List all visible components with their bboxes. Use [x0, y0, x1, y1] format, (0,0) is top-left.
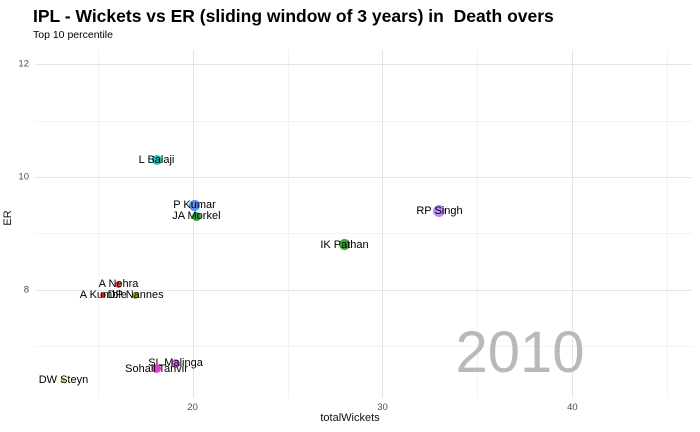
chart-title: IPL - Wickets vs ER (sliding window of 3… — [33, 6, 554, 26]
data-point-label: L Balaji — [138, 153, 175, 166]
data-point — [171, 358, 180, 368]
data-point-label: Sohail Tanvir — [125, 362, 188, 375]
y-axis-title: ER — [2, 210, 14, 226]
data-point — [132, 291, 140, 299]
chart-subtitle: Top 10 percentile — [33, 29, 113, 41]
data-point — [189, 199, 200, 211]
data-point — [100, 292, 107, 299]
data-point — [152, 364, 162, 374]
minor-gridline-x — [667, 50, 669, 398]
data-point — [61, 377, 66, 382]
minor-gridline-y — [35, 233, 692, 235]
major-gridline-x — [572, 50, 574, 398]
frame-year-watermark: 2010 — [455, 320, 585, 385]
major-gridline-y — [35, 289, 692, 291]
data-point-label: RP Singh — [416, 204, 463, 217]
x-tick-label: 20 — [187, 402, 198, 413]
x-tick-label: 40 — [567, 402, 578, 413]
minor-gridline-x — [97, 50, 99, 398]
data-point-label: JA Morkel — [172, 210, 221, 223]
major-gridline-y — [35, 176, 692, 178]
major-gridline-y — [35, 64, 692, 66]
data-point — [339, 239, 350, 251]
data-point — [115, 280, 123, 288]
data-point-label: DW Steyn — [38, 373, 89, 386]
data-point-label: A Kumble — [79, 289, 127, 302]
data-point — [191, 211, 201, 221]
data-point-label: P Kumar — [173, 199, 216, 212]
data-point-label: SL Malinga — [148, 357, 203, 370]
x-tick-label: 30 — [377, 402, 388, 413]
data-point-label: DP Nannes — [107, 289, 164, 302]
data-point — [151, 154, 162, 165]
data-point-label: A Nehra — [98, 278, 139, 291]
data-point-label: IK Pathan — [320, 238, 369, 251]
x-axis-title: totalWickets — [320, 412, 380, 424]
major-gridline-x — [382, 50, 384, 398]
minor-gridline-y — [35, 120, 692, 122]
minor-gridline-x — [477, 50, 479, 398]
minor-gridline-x — [287, 50, 289, 398]
y-tick-label: 8 — [23, 284, 29, 296]
data-point — [433, 204, 446, 217]
minor-gridline-y — [35, 346, 692, 348]
y-tick-label: 12 — [18, 58, 29, 70]
y-tick-label: 10 — [18, 171, 29, 183]
major-gridline-x — [192, 50, 194, 398]
